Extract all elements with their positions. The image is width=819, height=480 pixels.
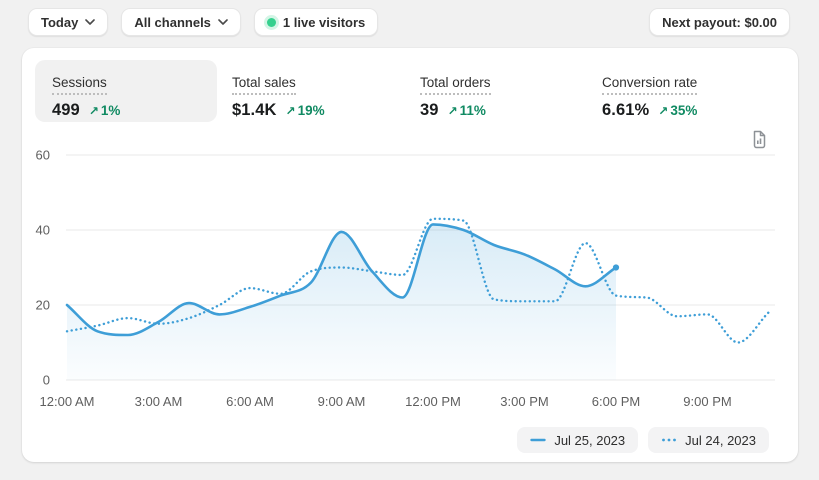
metric-change-value: 35% — [670, 103, 698, 118]
metric-change-value: 1% — [100, 103, 121, 118]
trend-up-icon: ↗ — [88, 104, 99, 118]
trend-up-icon: ↗ — [285, 104, 296, 118]
metric-change-badge: ↗ 19% — [286, 103, 325, 118]
metric-value-row: 6.61% ↗ 35% — [602, 101, 697, 120]
live-visitors-label: 1 live visitors — [282, 14, 366, 30]
trend-up-icon: ↗ — [447, 104, 458, 118]
metric-tab-total-orders[interactable]: Total orders 39 ↗ 11% — [420, 74, 491, 120]
area-fill — [67, 224, 616, 380]
live-visitors-button[interactable]: 1 live visitors — [253, 8, 379, 36]
legend-label: Jul 24, 2023 — [685, 432, 756, 448]
channels-label: All channels — [134, 14, 211, 30]
chevron-down-icon — [218, 19, 228, 25]
legend-item-jul-25-2023[interactable]: Jul 25, 2023 — [517, 427, 639, 453]
metric-change-badge: ↗ 35% — [658, 103, 697, 118]
metric-label: Sessions — [52, 75, 107, 95]
x-axis-tick: 3:00 AM — [135, 394, 183, 409]
metric-label: Conversion rate — [602, 75, 698, 95]
x-axis-tick: 6:00 PM — [592, 394, 640, 409]
x-axis-tick: 6:00 AM — [226, 394, 274, 409]
metric-change-badge: ↗ 1% — [89, 103, 121, 118]
metric-label: Total orders — [420, 75, 491, 95]
legend-label: Jul 25, 2023 — [554, 432, 626, 448]
x-axis-tick: 9:00 AM — [318, 394, 366, 409]
metric-value-row: $1.4K ↗ 19% — [232, 101, 325, 120]
next-payout-label: Next payout: $0.00 — [662, 14, 777, 30]
metric-value-row: 39 ↗ 11% — [420, 101, 491, 120]
metric-value: $1.4K — [232, 101, 277, 119]
y-axis-tick-20: 20 — [36, 298, 50, 313]
date-range-label: Today — [41, 14, 79, 30]
y-axis-tick-60: 60 — [36, 148, 50, 163]
trend-up-icon: ↗ — [658, 104, 669, 118]
dotted-line-swatch-icon — [662, 438, 677, 442]
metric-value: 499 — [52, 101, 80, 119]
x-axis-tick: 12:00 PM — [405, 394, 461, 409]
topbar: Today All channels 1 live visitors Next … — [0, 0, 819, 44]
y-axis-tick-0: 0 — [43, 373, 50, 388]
date-range-button[interactable]: Today — [28, 8, 109, 36]
metric-value-row: 499 ↗ 1% — [52, 101, 217, 120]
metric-tab-conversion-rate[interactable]: Conversion rate 6.61% ↗ 35% — [602, 74, 697, 120]
x-axis-tick: 12:00 AM — [40, 394, 95, 409]
x-axis-tick: 9:00 PM — [683, 394, 731, 409]
export-report-icon[interactable] — [748, 126, 770, 152]
report-document-icon — [753, 130, 765, 148]
metric-change-value: 11% — [459, 103, 486, 118]
metric-value: 39 — [420, 101, 439, 119]
metric-tab-sessions[interactable]: Sessions 499 ↗ 1% — [35, 60, 217, 122]
next-payout-button[interactable]: Next payout: $0.00 — [649, 8, 790, 36]
y-axis-tick-40: 40 — [36, 223, 50, 238]
metric-change-badge: ↗ 11% — [448, 103, 486, 118]
channels-button[interactable]: All channels — [121, 8, 241, 36]
chart-legend: Jul 25, 2023 Jul 24, 2023 — [517, 427, 769, 453]
metric-label: Total sales — [232, 75, 296, 95]
metric-value: 6.61% — [602, 101, 650, 119]
line-end-dot — [612, 264, 620, 271]
sessions-line-chart: 60 40 20 0 12:00 AM 3:00 AM 6:00 AM 9:00 AM 12:0… — [36, 148, 775, 409]
line-solid-jul-25-2023 — [65, 223, 618, 337]
metric-change-value: 19% — [297, 103, 325, 118]
live-dot-icon — [266, 17, 276, 27]
legend-item-jul-24-2023[interactable]: Jul 24, 2023 — [648, 427, 769, 453]
chevron-down-icon — [85, 19, 96, 25]
solid-line-swatch-icon — [530, 438, 547, 442]
metric-tab-total-sales[interactable]: Total sales $1.4K ↗ 19% — [232, 74, 325, 120]
x-axis-tick: 3:00 PM — [500, 394, 548, 409]
analytics-card: Sessions 499 ↗ 1% Total sales $1.4K ↗ 19% Total … — [22, 48, 798, 462]
